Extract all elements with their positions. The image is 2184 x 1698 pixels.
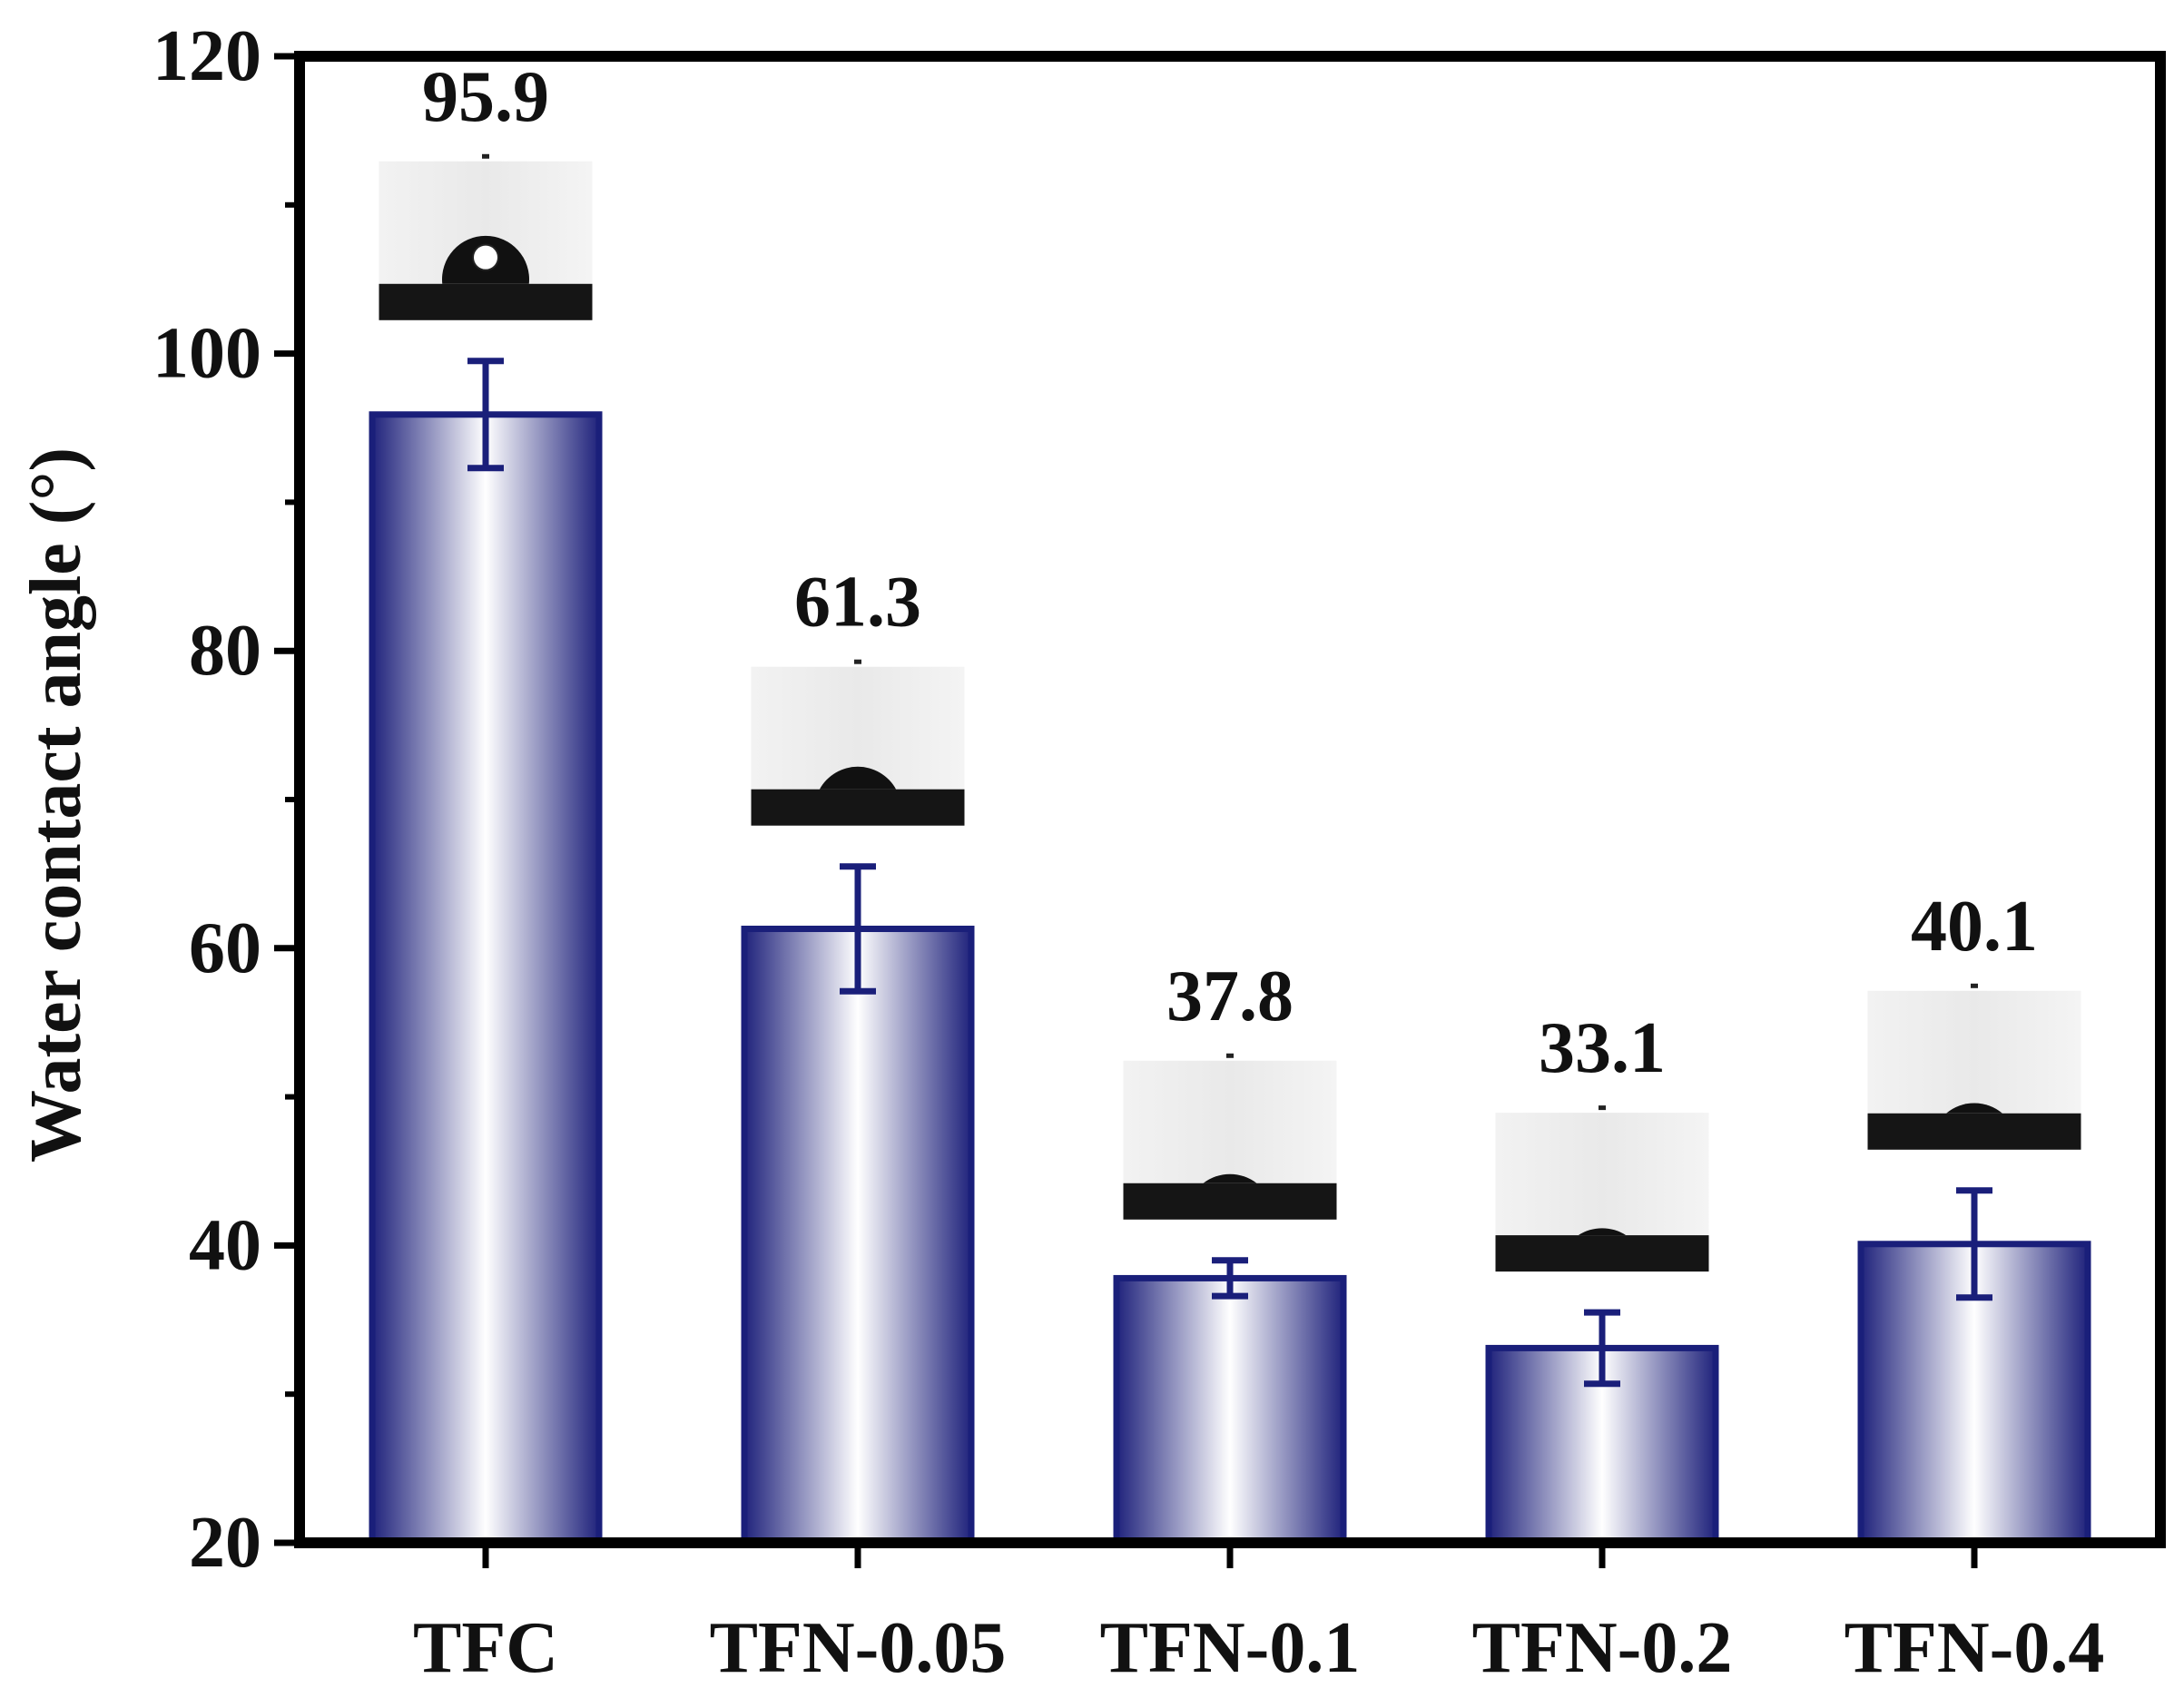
inset-substrate — [1495, 1235, 1709, 1272]
value-label-TFN-0.2: 33.1 — [1539, 1008, 1666, 1088]
inset-droplet — [1578, 1228, 1627, 1236]
axes-layer: TFC TFN-0.05 TFN-0.1 TFN-0.2 TFN-0.4 20 40 60 80… — [152, 16, 2166, 1688]
inset-droplet — [1946, 1103, 2002, 1114]
error-bars-layer — [467, 358, 1992, 1388]
droplet-inset-TFN-0.05 — [751, 659, 965, 826]
x-tick-label-TFN-0.1: TFN-0.1 — [1100, 1608, 1361, 1688]
inset-substrate — [1123, 1183, 1337, 1220]
x-tick-label-TFC: TFC — [413, 1608, 558, 1688]
droplet-inset-TFN-0.2 — [1495, 1105, 1709, 1272]
insets-layer — [379, 153, 2081, 1272]
y-tick-label-80: 80 — [189, 611, 261, 691]
x-tick-label-TFN-0.05: TFN-0.05 — [710, 1608, 1007, 1688]
inset-needle-tip — [1226, 1053, 1234, 1058]
inset-needle-tip — [1599, 1105, 1606, 1111]
value-label-TFC: 95.9 — [422, 57, 549, 137]
inset-needle-tip — [854, 659, 861, 664]
y-tick-label-20: 20 — [189, 1503, 261, 1583]
inset-droplet — [1203, 1173, 1257, 1183]
value-label-TFN-0.05: 61.3 — [794, 563, 921, 643]
value-labels-layer: 95.9 61.3 37.8 33.1 40.1 — [422, 57, 2038, 1088]
inset-droplet-highlight — [472, 243, 499, 271]
inset-substrate — [379, 283, 593, 320]
x-tick-label-TFN-0.2: TFN-0.2 — [1472, 1608, 1733, 1688]
value-label-TFN-0.1: 37.8 — [1166, 957, 1294, 1036]
bar-TFN-0.2 — [1485, 1344, 1719, 1546]
value-label-TFN-0.4: 40.1 — [1911, 887, 2038, 967]
droplet-inset-TFC — [379, 153, 593, 320]
inset-needle-tip — [482, 153, 489, 159]
inset-droplet — [819, 766, 897, 790]
bar-TFN-0.05 — [741, 926, 975, 1546]
y-tick-label-60: 60 — [189, 908, 261, 988]
x-tick-label-TFN-0.4: TFN-0.4 — [1845, 1608, 2105, 1688]
y-tick-label-40: 40 — [189, 1205, 261, 1285]
y-axis-label: Water contact angle (°) — [16, 447, 96, 1163]
y-tick-label-120: 120 — [152, 16, 261, 96]
bar-TFN-0.1 — [1113, 1274, 1347, 1546]
inset-substrate — [1867, 1113, 2081, 1150]
droplet-inset-TFN-0.1 — [1123, 1053, 1337, 1220]
bar-TFC — [369, 411, 603, 1546]
inset-substrate — [751, 789, 965, 826]
inset-needle-tip — [1971, 983, 1978, 988]
droplet-inset-TFN-0.4 — [1867, 983, 2081, 1150]
y-tick-label-100: 100 — [152, 314, 261, 394]
